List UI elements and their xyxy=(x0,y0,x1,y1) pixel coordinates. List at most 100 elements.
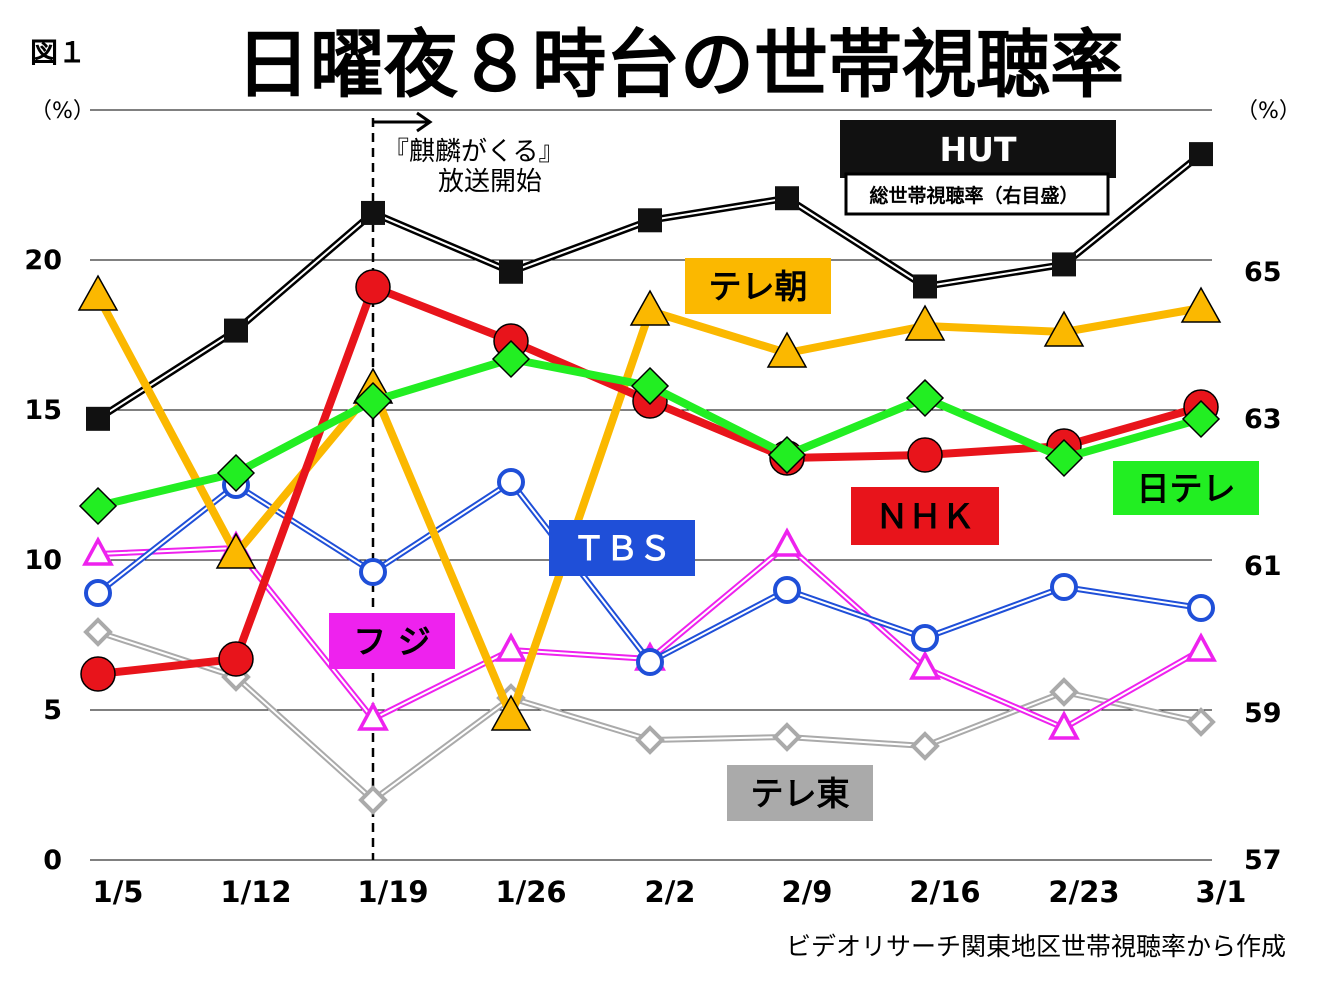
label-box-HUT xyxy=(840,120,1116,178)
left-axis-unit: （%） xyxy=(30,99,95,124)
label-text-TBS: ＴＢＳ xyxy=(573,529,672,568)
data-point-日テレ-1/12 xyxy=(216,453,256,493)
series-layer xyxy=(77,142,1222,815)
left-tick-label: 10 xyxy=(24,545,62,576)
data-point-HUT-1/19 xyxy=(361,200,385,225)
data-point-テレ東-2/2 xyxy=(635,725,665,755)
data-point-TBS-2/9 xyxy=(773,576,801,604)
x-tick-label: 1/12 xyxy=(220,875,291,909)
data-point-テレ朝-2/16 xyxy=(904,304,946,341)
data-point-TBS-3/1 xyxy=(1187,594,1215,622)
data-point-HUT-2/23 xyxy=(1052,252,1076,277)
data-point-TBS-2/23 xyxy=(1050,573,1078,601)
data-point-フジ-1/26 xyxy=(495,632,527,662)
data-point-日テレ-1/5 xyxy=(78,486,118,526)
data-point-テレ東-2/16 xyxy=(910,731,940,761)
data-point-テレ朝-2/23 xyxy=(1043,310,1085,347)
data-point-フジ-2/23 xyxy=(1048,710,1080,740)
x-axis-ticks: 1/5 1/12 1/19 1/26 2/2 2/9 2/16 2/23 3/1 xyxy=(93,875,1247,909)
data-point-HUT-1/26 xyxy=(499,259,523,284)
label-NHK: ＮＨＫ xyxy=(851,487,999,545)
label-subtext-HUT: 総世帯視聴率（右目盛） xyxy=(869,184,1078,207)
left-axis-ticks: 0 5 10 15 20 xyxy=(24,245,62,876)
label-HUT: HUT 総世帯視聴率（右目盛） xyxy=(840,120,1116,216)
data-point-テレ朝-2/2 xyxy=(629,289,671,326)
label-フジ: フ ジ xyxy=(329,613,455,669)
chart-title: 日曜夜８時台の世帯視聴率 xyxy=(236,22,1124,108)
data-point-TBS-2/2 xyxy=(636,648,664,676)
series-HUT xyxy=(86,142,1213,431)
data-point-日テレ-1/19 xyxy=(353,381,393,421)
data-point-日テレ-2/23 xyxy=(1044,438,1084,478)
label-box-TBS xyxy=(549,520,695,576)
data-point-日テレ-3/1 xyxy=(1181,399,1221,439)
label-box-日テレ xyxy=(1113,461,1259,515)
data-point-TBS-1/19 xyxy=(359,558,387,586)
x-tick-label: 3/1 xyxy=(1196,875,1247,909)
right-axis-ticks: 57 59 61 63 65 xyxy=(1244,257,1282,876)
left-tick-label: 0 xyxy=(43,845,62,876)
right-tick-label: 65 xyxy=(1244,257,1282,288)
data-point-NHK-1/19 xyxy=(355,269,391,305)
label-box-テレ東 xyxy=(727,765,873,821)
x-tick-label: 1/19 xyxy=(357,875,428,909)
data-point-NHK-1/5 xyxy=(80,656,116,692)
right-axis-unit: （%） xyxy=(1236,99,1301,124)
data-point-テレ朝-2/9 xyxy=(766,331,808,368)
data-point-テレ東-2/9 xyxy=(772,722,802,752)
data-point-HUT-2/9 xyxy=(775,186,799,211)
data-point-テレ東-2/23 xyxy=(1049,677,1079,707)
data-point-テレ東-3/1 xyxy=(1186,707,1216,737)
data-point-日テレ-2/16 xyxy=(905,378,945,418)
data-point-TBS-1/5 xyxy=(84,579,112,607)
label-text-日テレ: 日テレ xyxy=(1137,469,1236,508)
x-tick-label: 2/2 xyxy=(645,875,696,909)
label-テレ東: テレ東 xyxy=(727,765,873,821)
figure-label: 図１ xyxy=(30,36,86,69)
data-point-HUT-1/12 xyxy=(224,318,248,343)
label-box-テレ朝 xyxy=(685,258,831,314)
label-text-フジ: フ ジ xyxy=(353,622,431,661)
source-note: ビデオリサーチ関東地区世帯視聴率から作成 xyxy=(786,932,1286,961)
data-point-日テレ-2/9 xyxy=(767,435,807,475)
data-point-テレ朝-1/5 xyxy=(77,274,119,311)
x-tick-label: 1/26 xyxy=(495,875,566,909)
data-point-HUT-2/16 xyxy=(913,274,937,299)
data-point-NHK-1/12 xyxy=(218,641,254,677)
label-日テレ: 日テレ xyxy=(1113,461,1259,515)
data-point-日テレ-2/2 xyxy=(630,366,670,406)
x-tick-label: 1/5 xyxy=(93,875,144,909)
data-point-フジ-3/1 xyxy=(1185,632,1217,662)
right-tick-label: 61 xyxy=(1244,551,1282,582)
series-line xyxy=(97,283,1203,678)
right-tick-label: 59 xyxy=(1244,698,1282,729)
data-point-テレ朝-1/12 xyxy=(215,532,257,569)
annotation-line1: 『麒麟がくる』 xyxy=(383,137,564,167)
data-point-HUT-2/2 xyxy=(638,208,662,233)
left-tick-label: 20 xyxy=(24,245,62,276)
data-point-テレ東-1/5 xyxy=(83,617,113,647)
data-point-HUT-1/5 xyxy=(86,406,110,431)
label-text-テレ朝: テレ朝 xyxy=(709,267,808,306)
data-point-フジ-1/19 xyxy=(357,701,389,731)
broadcast-start-annotation: 『麒麟がくる』 放送開始 xyxy=(371,111,564,860)
x-tick-label: 2/23 xyxy=(1048,875,1119,909)
arrow-right-icon xyxy=(373,111,433,133)
x-tick-label: 2/9 xyxy=(782,875,833,909)
label-text-テレ東: テレ東 xyxy=(751,774,850,813)
left-tick-label: 5 xyxy=(43,695,62,726)
data-point-フジ-1/5 xyxy=(82,536,114,566)
right-tick-label: 63 xyxy=(1244,404,1282,435)
x-tick-label: 2/16 xyxy=(909,875,980,909)
left-tick-label: 15 xyxy=(24,395,62,426)
label-TBS: ＴＢＳ xyxy=(549,520,695,576)
data-point-HUT-3/1 xyxy=(1189,142,1213,167)
label-テレ朝: テレ朝 xyxy=(685,258,831,314)
label-box-NHK xyxy=(851,487,999,545)
data-point-日テレ-1/26 xyxy=(491,339,531,379)
right-tick-label: 57 xyxy=(1244,845,1282,876)
series-TBS xyxy=(84,468,1215,676)
data-point-テレ朝-3/1 xyxy=(1180,286,1222,323)
data-point-NHK-2/16 xyxy=(907,437,943,473)
